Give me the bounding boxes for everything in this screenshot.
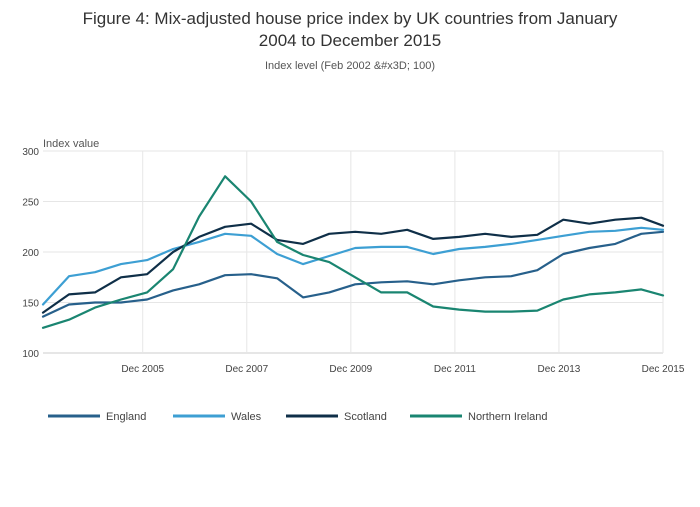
y-tick-label: 250 [22,198,39,209]
legend-item-northern-ireland: Northern Ireland [410,411,548,423]
series-line-england [41,230,665,318]
y-tick-label: 300 [22,147,39,158]
x-tick-label: Dec 2011 [434,364,477,375]
legend-item-scotland: Scotland [286,411,387,423]
y-tick-label: 200 [22,248,39,259]
y-axis-ticks: 100 150 200 250 300 [22,147,39,360]
chart-title-line-2: 2004 to December 2015 [259,31,441,50]
series-line-scotland [41,216,665,314]
legend-label: Scotland [344,411,387,423]
y-axis-label: Index value [43,138,99,150]
legend-label: England [106,411,146,423]
series-lines [41,175,665,329]
chart-title-line-1: Figure 4: Mix-adjusted house price index… [83,9,618,28]
legend-label: Northern Ireland [468,411,548,423]
chart-subtitle: Index level (Feb 2002 &#x3D; 100) [265,60,435,72]
legend: England Wales Scotland Northern Ireland [48,411,548,423]
legend-item-england: England [48,411,146,423]
series-line-wales [41,226,665,306]
series-line-northern-ireland [41,175,665,329]
legend-label: Wales [231,411,262,423]
legend-item-wales: Wales [173,411,262,423]
x-tick-label: Dec 2013 [538,364,581,375]
x-tick-label: Dec 2007 [225,364,268,375]
y-tick-label: 150 [22,299,39,310]
y-tick-label: 100 [22,349,39,360]
x-tick-label: Dec 2005 [121,364,164,375]
x-tick-label: Dec 2015 [642,364,685,375]
x-axis-ticks: Dec 2005 Dec 2007 Dec 2009 Dec 2011 Dec 2013… [121,364,685,375]
gridlines [43,150,664,354]
x-tick-label: Dec 2009 [329,364,372,375]
